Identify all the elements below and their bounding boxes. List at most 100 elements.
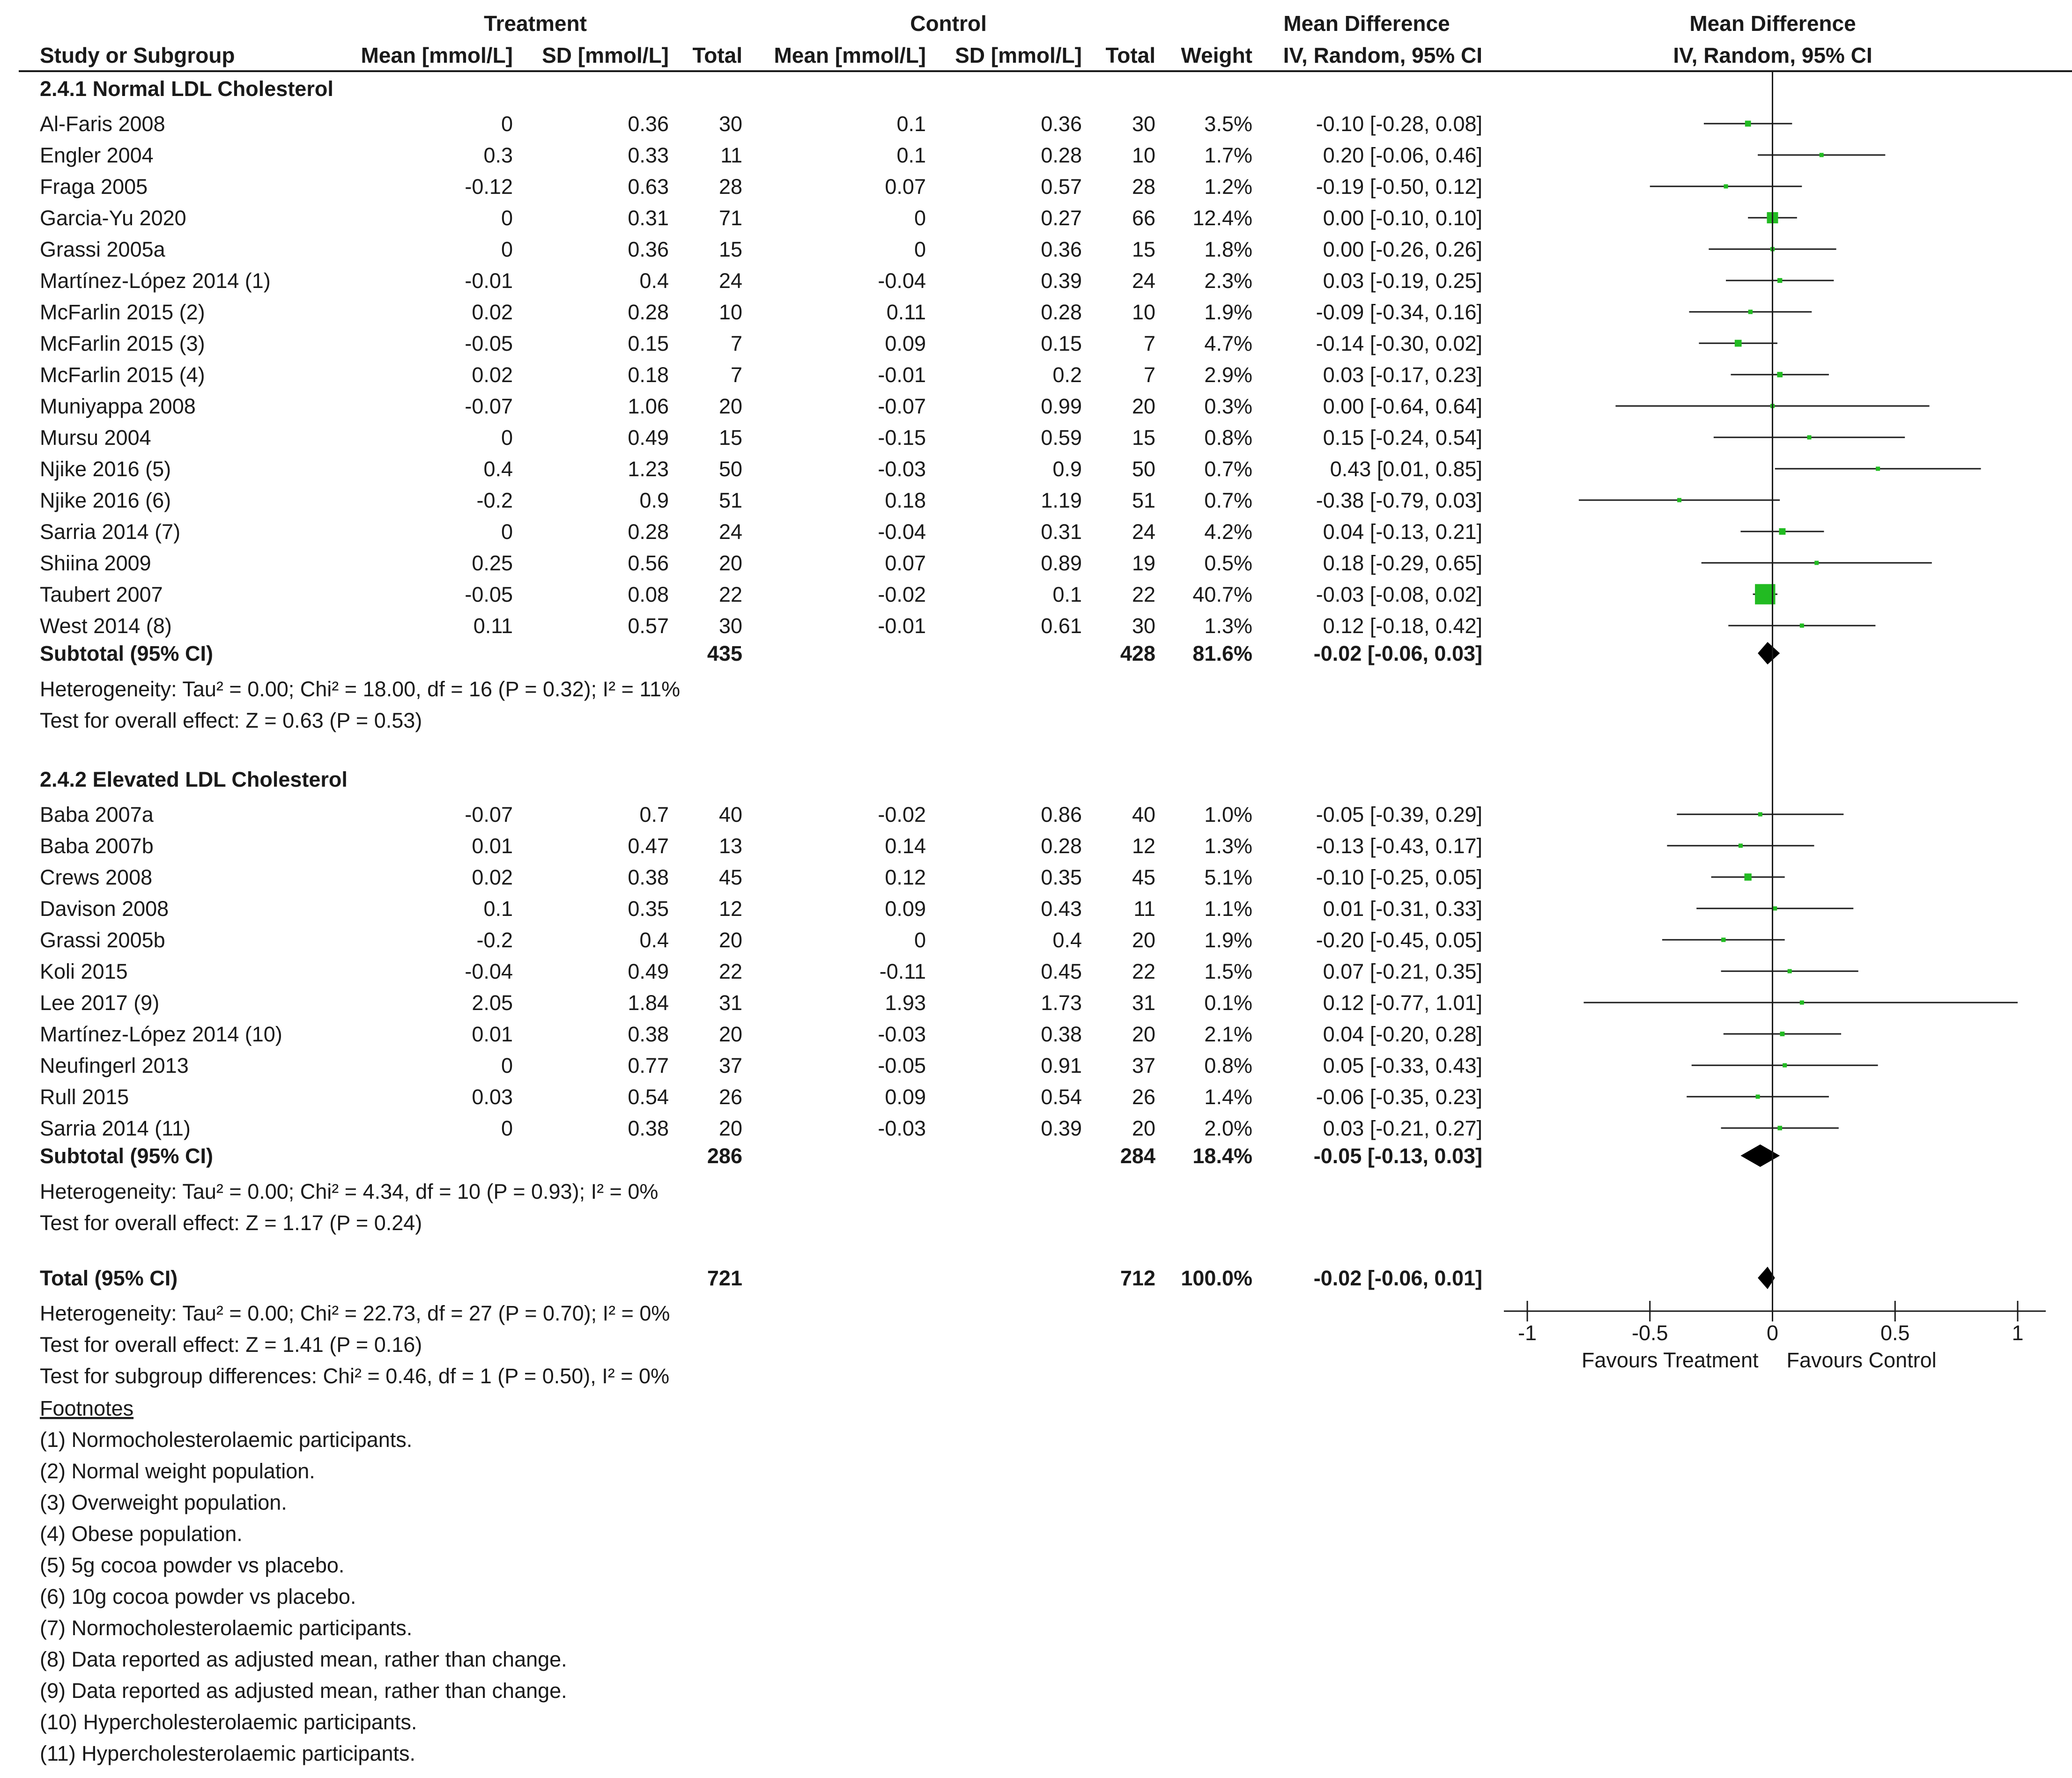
study-name: Crews 2008 <box>40 865 152 889</box>
treatment-mean: -0.07 <box>465 803 513 826</box>
treatment-sd: 0.38 <box>628 1022 669 1046</box>
total-control-total: 712 <box>1120 1266 1155 1290</box>
control-total: 10 <box>1132 143 1155 167</box>
control-total: 22 <box>1132 959 1155 983</box>
control-total: 45 <box>1132 865 1155 889</box>
treatment-sd: 0.9 <box>639 488 669 512</box>
control-mean: -0.15 <box>878 426 926 450</box>
treatment-mean: 2.05 <box>472 991 513 1015</box>
treatment-mean: -0.01 <box>465 269 513 293</box>
control-mean: 0 <box>914 237 926 261</box>
total-label: Total (95% CI) <box>40 1266 178 1290</box>
subtotal-diamond <box>1758 642 1780 664</box>
study-ci: -0.10 [-0.28, 0.08] <box>1316 112 1482 136</box>
study-name: Davison 2008 <box>40 897 169 921</box>
treatment-mean: -0.05 <box>465 583 513 606</box>
study-name: Rull 2015 <box>40 1085 129 1109</box>
header-control-mean: Mean [mmol/L] <box>774 43 926 67</box>
treatment-mean: -0.05 <box>465 332 513 355</box>
control-sd: 0.4 <box>1052 928 1082 952</box>
effect-square <box>1777 372 1783 377</box>
treatment-mean: 0 <box>501 426 513 450</box>
study-name: Grassi 2005b <box>40 928 165 952</box>
control-mean: 0.09 <box>885 332 926 355</box>
study-ci: 0.00 [-0.10, 0.10] <box>1323 206 1482 230</box>
control-mean: 0.11 <box>887 300 926 324</box>
header-study: Study or Subgroup <box>40 43 235 67</box>
control-sd: 1.73 <box>1041 991 1082 1015</box>
study-weight: 0.8% <box>1204 426 1252 450</box>
header-mean-difference: Mean Difference <box>1283 11 1450 36</box>
control-mean: 0 <box>914 928 926 952</box>
control-total: 51 <box>1132 488 1155 512</box>
header-control-sd: SD [mmol/L] <box>955 43 1082 67</box>
x-axis-tick-label: 0.5 <box>1880 1321 1910 1345</box>
effect-square <box>1777 1126 1783 1130</box>
treatment-mean: 0.02 <box>472 363 513 387</box>
study-ci: 0.12 [-0.77, 1.01] <box>1323 991 1482 1015</box>
control-sd: 0.86 <box>1041 803 1082 826</box>
treatment-sd: 0.57 <box>628 614 669 638</box>
study-weight: 0.1% <box>1204 991 1252 1015</box>
study-name: Martínez-López 2014 (10) <box>40 1022 282 1046</box>
study-weight: 12.4% <box>1192 206 1252 230</box>
control-total: 24 <box>1132 520 1155 544</box>
study-weight: 1.8% <box>1204 237 1252 261</box>
study-name: Al-Faris 2008 <box>40 112 165 136</box>
treatment-total: 7 <box>731 363 742 387</box>
subgroup-title: 2.4.1 Normal LDL Cholesterol <box>40 77 333 101</box>
control-total: 7 <box>1144 363 1155 387</box>
control-total: 22 <box>1132 583 1155 606</box>
treatment-mean: 0.02 <box>472 865 513 889</box>
control-total: 20 <box>1132 928 1155 952</box>
footnote: (11) Hypercholesterolaemic participants. <box>40 1741 415 1765</box>
study-ci: -0.10 [-0.25, 0.05] <box>1316 865 1482 889</box>
study-name: Koli 2015 <box>40 959 128 983</box>
control-mean: 0.1 <box>896 143 926 167</box>
treatment-mean: 0.4 <box>483 457 513 481</box>
treatment-mean: 0.25 <box>472 551 513 575</box>
treatment-total: 24 <box>719 520 742 544</box>
treatment-total: 22 <box>719 959 742 983</box>
treatment-sd: 0.63 <box>628 175 669 199</box>
treatment-sd: 0.31 <box>628 206 669 230</box>
study-ci: 0.04 [-0.13, 0.21] <box>1323 520 1482 544</box>
overall-effect-stat: Test for overall effect: Z = 1.17 (P = 0… <box>40 1211 422 1235</box>
control-sd: 1.19 <box>1041 488 1082 512</box>
treatment-mean: 0.3 <box>483 143 513 167</box>
control-mean: -0.03 <box>878 457 926 481</box>
treatment-mean: -0.2 <box>476 928 513 952</box>
control-mean: 1.93 <box>885 991 926 1015</box>
study-weight: 40.7% <box>1192 583 1252 606</box>
control-sd: 0.31 <box>1041 520 1082 544</box>
control-mean: -0.02 <box>878 803 926 826</box>
treatment-sd: 0.49 <box>628 959 669 983</box>
study-ci: 0.00 [-0.26, 0.26] <box>1323 237 1482 261</box>
treatment-total: 30 <box>719 614 742 638</box>
control-sd: 0.9 <box>1052 457 1082 481</box>
study-weight: 1.2% <box>1204 175 1252 199</box>
control-total: 10 <box>1132 300 1155 324</box>
study-name: Sarria 2014 (7) <box>40 520 180 544</box>
study-weight: 1.1% <box>1204 897 1252 921</box>
treatment-mean: 0.03 <box>472 1085 513 1109</box>
control-total: 7 <box>1144 332 1155 355</box>
total-stat: Test for subgroup differences: Chi² = 0.… <box>40 1364 669 1388</box>
treatment-sd: 0.35 <box>628 897 669 921</box>
study-weight: 1.9% <box>1204 300 1252 324</box>
control-sd: 0.1 <box>1052 583 1082 606</box>
control-total: 31 <box>1132 991 1155 1015</box>
effect-square <box>1819 153 1824 157</box>
control-sd: 0.27 <box>1041 206 1082 230</box>
effect-square <box>1755 1094 1760 1099</box>
effect-square <box>1721 937 1726 942</box>
control-sd: 0.38 <box>1041 1022 1082 1046</box>
treatment-mean: 0 <box>501 206 513 230</box>
study-name: Engler 2004 <box>40 143 154 167</box>
treatment-mean: 0 <box>501 520 513 544</box>
control-sd: 0.91 <box>1041 1054 1082 1077</box>
control-mean: 0.14 <box>885 834 926 858</box>
treatment-total: 24 <box>719 269 742 293</box>
control-mean: 0.18 <box>885 488 926 512</box>
